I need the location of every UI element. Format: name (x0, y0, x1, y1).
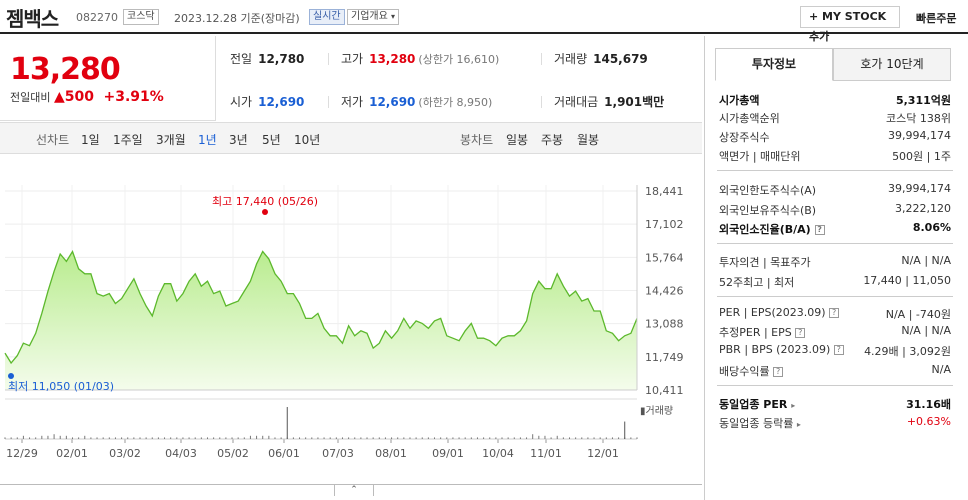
candle-chart-label: 봉차트 (460, 133, 494, 147)
y-tick-label: 13,088 (645, 318, 684, 331)
collapse-button[interactable]: ⌃ (334, 484, 374, 496)
y-tick-label: 10,411 (645, 384, 684, 397)
x-tick-label: 12/01 (587, 447, 619, 460)
x-tick-label: 02/01 (56, 447, 88, 460)
my-stock-add-button[interactable]: + MY STOCK 추가 (800, 6, 900, 43)
high-annotation: 최고 17,440 (05/26) (212, 195, 318, 208)
line-chart-label: 선차트 (36, 133, 70, 147)
row-est-per: 추정PER | EPS ? N/A | N/A (719, 324, 951, 339)
price-area (5, 251, 637, 390)
x-tick-label: 07/03 (322, 447, 354, 460)
row-per: PER | EPS(2023.09) ? N/A | -740원 (719, 306, 951, 321)
price-change: 전일대비 ▲500 +3.91% (10, 89, 164, 105)
row-52week: 52주최고 | 최저 17,440 | 11,050 (719, 274, 951, 289)
period-1y[interactable]: 1년 (198, 133, 217, 147)
y-tick-label: 17,102 (645, 218, 684, 231)
volume-label: ▮거래량 (640, 405, 673, 417)
row-shares: 상장주식수 39,994,174 (719, 129, 951, 144)
company-info-button[interactable]: 기업개요 ▾ (347, 9, 400, 25)
row-industry-rate: 동일업종 등락률 ▸ +0.63% (719, 415, 951, 430)
price-chart[interactable]: 18,441 17,102 15,764 14,426 13,088 11,749 10,4… (0, 155, 702, 500)
x-tick-label: 11/01 (530, 447, 562, 460)
row-opinion: 투자의견 | 목표주가 N/A | N/A (719, 254, 951, 269)
help-icon[interactable]: ? (814, 225, 825, 235)
chevron-right-icon[interactable]: ▸ (791, 401, 796, 410)
quick-order-link[interactable]: 빠른주문 (916, 12, 957, 25)
period-1d[interactable]: 1일 (81, 133, 100, 147)
help-icon[interactable]: ? (795, 328, 806, 338)
row-foreign-hold: 외국인보유주식수(B) 3,222,120 (719, 202, 951, 217)
low-marker (8, 373, 14, 379)
x-tick-label: 10/04 (482, 447, 514, 460)
candle-daily[interactable]: 일봉 (506, 133, 529, 147)
high-marker (262, 209, 268, 215)
stat-open: 시가 12,690 (230, 95, 305, 109)
row-industry-per: 동일업종 PER ▸ 31.16배 (719, 398, 951, 411)
tab-invest-info[interactable]: 투자정보 (715, 48, 833, 81)
period-10y[interactable]: 10년 (294, 133, 321, 147)
price-line (4, 250, 638, 365)
row-par: 액면가 | 매매단위 500원 | 1주 (719, 150, 951, 163)
help-icon[interactable]: ? (829, 308, 840, 318)
stat-amount: 거래대금 1,901백만 (554, 95, 665, 109)
stat-prev: 전일 12,780 (230, 52, 305, 66)
change-rate: +3.91% (103, 89, 164, 105)
period-3y[interactable]: 3년 (229, 133, 248, 147)
row-market-cap-rank: 시가총액순위 코스닥 138위 (719, 112, 951, 125)
candle-monthly[interactable]: 월봉 (577, 133, 600, 147)
row-foreign-rate: 외국인소진율(B/A) ? 8.06% (719, 221, 951, 236)
stat-volume: 거래량 145,679 (554, 52, 648, 66)
stat-high: 고가 13,280 (상한가 16,610) (341, 52, 500, 66)
x-tick-label: 03/02 (109, 447, 141, 460)
chevron-down-icon: ▾ (391, 12, 396, 21)
realtime-badge[interactable]: 실시간 (309, 9, 345, 25)
chevron-right-icon[interactable]: ▸ (796, 420, 801, 429)
x-tick-label: 04/03 (165, 447, 197, 460)
stock-header: 젬백스 082270 코스닥 2023.12.28 기준(장마감) 실시간 기업… (0, 0, 968, 43)
x-tick-label: 12/29 (6, 447, 38, 460)
price-summary: 13,280 전일대비 ▲500 +3.91% (0, 36, 216, 121)
base-date: 2023.12.28 기준(장마감) (174, 12, 300, 25)
x-tick-label: 06/01 (268, 447, 300, 460)
row-foreign-limit: 외국인한도주식수(A) 39,994,174 (719, 182, 951, 197)
y-tick-label: 18,441 (645, 185, 684, 198)
info-panel: 투자정보 호가 10단계 시가총액 5,311억원 시가총액순위 코스닥 138위 … (704, 36, 968, 500)
current-price: 13,280 (10, 52, 121, 87)
stock-name: 젬백스 (6, 7, 59, 31)
stock-code: 082270 (76, 11, 118, 24)
market-badge: 코스닥 (123, 9, 159, 25)
stat-low: 저가 12,690 (하한가 8,950) (341, 95, 493, 109)
period-5y[interactable]: 5년 (262, 133, 281, 147)
help-icon[interactable]: ? (833, 345, 844, 355)
low-annotation: 최저 11,050 (01/03) (8, 380, 114, 393)
y-tick-label: 15,764 (645, 251, 684, 264)
tab-order-book[interactable]: 호가 10단계 (833, 48, 951, 81)
help-icon[interactable]: ? (773, 367, 784, 377)
y-tick-label: 11,749 (645, 351, 684, 364)
period-3m[interactable]: 3개월 (156, 133, 186, 147)
period-selector: 선차트 1일 1주일 3개월 1년 3년 5년 10년 봉차트 일봉 주봉 월봉 (0, 122, 702, 154)
period-1w[interactable]: 1주일 (113, 133, 143, 147)
row-dividend: 배당수익률 ? N/A (719, 363, 951, 378)
up-arrow-icon: ▲ (53, 89, 65, 105)
x-tick-label: 05/02 (217, 447, 249, 460)
x-tick-label: 08/01 (375, 447, 407, 460)
row-pbr: PBR | BPS (2023.09) ? 4.29배 | 3,092원 (719, 343, 951, 358)
row-market-cap: 시가총액 5,311억원 (719, 94, 951, 107)
y-tick-label: 14,426 (645, 285, 684, 298)
candle-weekly[interactable]: 주봉 (541, 133, 564, 147)
x-tick-label: 09/01 (432, 447, 464, 460)
